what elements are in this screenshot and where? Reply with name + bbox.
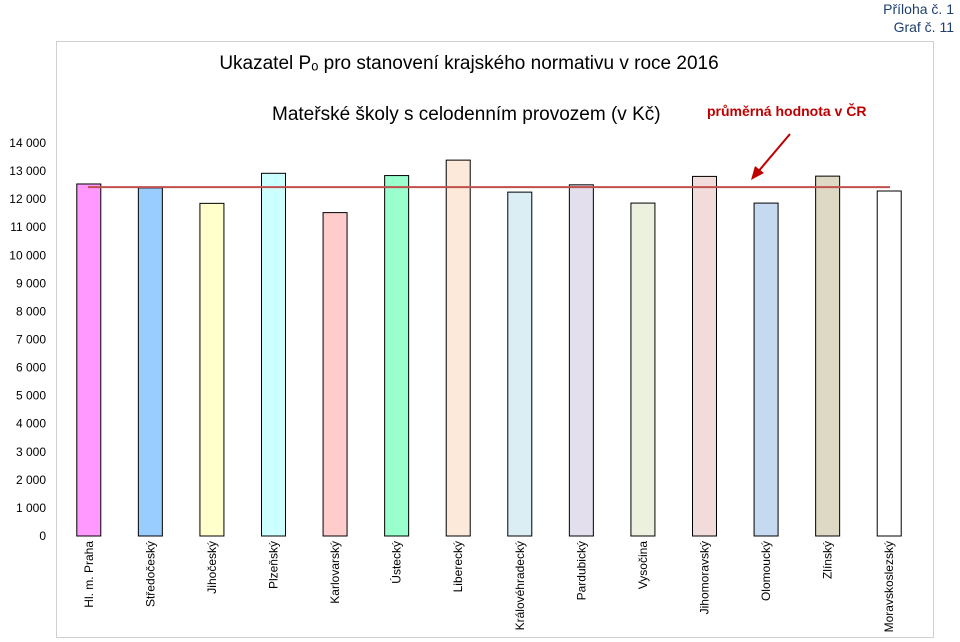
bar-7 <box>445 159 471 537</box>
bar-12 <box>753 202 779 537</box>
x-tick-label: Moravskoslezský <box>882 541 896 632</box>
y-tick-label: 13 000 <box>9 164 46 178</box>
y-tick-label: 2 000 <box>16 473 46 487</box>
y-tick-label: 11 000 <box>10 220 46 234</box>
bar-14 <box>876 190 902 537</box>
x-tick-label: Karlovarský <box>328 541 342 604</box>
average-arrow-shaft <box>756 133 791 174</box>
bar-10 <box>630 202 656 537</box>
x-tick-label: Jihomoravský <box>698 541 712 614</box>
y-tick-label: 14 000 <box>9 136 46 150</box>
x-tick-label: Pardubický <box>574 541 588 600</box>
x-tick-label: Hl. m. Praha <box>82 541 96 608</box>
x-tick-label: Ústecký <box>389 541 404 584</box>
bar-5 <box>322 212 348 537</box>
y-axis: 0 1 000 2 000 3 000 4 000 5 000 6 000 7 000 8 00… <box>9 136 46 543</box>
chart-frame <box>56 41 934 638</box>
x-tick-label: Královéhradecký <box>513 541 527 630</box>
y-tick-label: 1 000 <box>16 501 46 515</box>
y-tick-label: 6 000 <box>16 361 46 375</box>
y-tick-label: 5 000 <box>16 389 46 403</box>
annex-label: Příloha č. 1 <box>883 1 954 17</box>
y-tick-label: 7 000 <box>16 333 46 347</box>
bars <box>76 159 902 537</box>
average-label: průměrná hodnota v ČR <box>707 103 867 119</box>
x-tick-label: Olomoucký <box>759 541 773 601</box>
bar-2 <box>137 187 163 537</box>
bar-9 <box>568 184 594 537</box>
y-tick-label: 3 000 <box>16 445 46 459</box>
x-tick-label: Jihočeský <box>205 541 219 594</box>
x-axis-labels: Hl. m. Praha Středočeský Jihočeský Plzeňský… <box>82 541 896 633</box>
y-tick-label: 8 000 <box>16 304 46 318</box>
bar-6 <box>384 175 410 537</box>
x-tick-label: Plzeňský <box>267 541 281 589</box>
y-tick-label: 0 <box>39 529 46 543</box>
y-tick-label: 12 000 <box>9 192 46 206</box>
bar-13 <box>815 175 841 537</box>
x-tick-label: Zlínský <box>821 541 835 579</box>
graph-number-label: Graf č. 11 <box>893 19 954 35</box>
average-overlay <box>88 133 890 189</box>
bar-3 <box>199 202 225 537</box>
x-tick-label: Středočeský <box>143 541 157 607</box>
chart-title: Ukazatel Pₒ pro stanovení krajského norm… <box>219 53 719 74</box>
average-arrow-head <box>751 166 764 180</box>
bar-1 <box>76 183 102 537</box>
chart-subtitle: Mateřské školy s celodenním provozem (v … <box>272 104 661 125</box>
x-tick-label: Vysočina <box>636 541 650 590</box>
bar-11 <box>692 175 717 537</box>
y-tick-label: 9 000 <box>16 276 46 290</box>
x-tick-label: Liberecký <box>451 541 465 592</box>
bar-8 <box>507 191 533 537</box>
bar-4 <box>261 172 286 537</box>
y-tick-label: 4 000 <box>16 417 46 431</box>
y-tick-label: 10 000 <box>9 248 46 262</box>
